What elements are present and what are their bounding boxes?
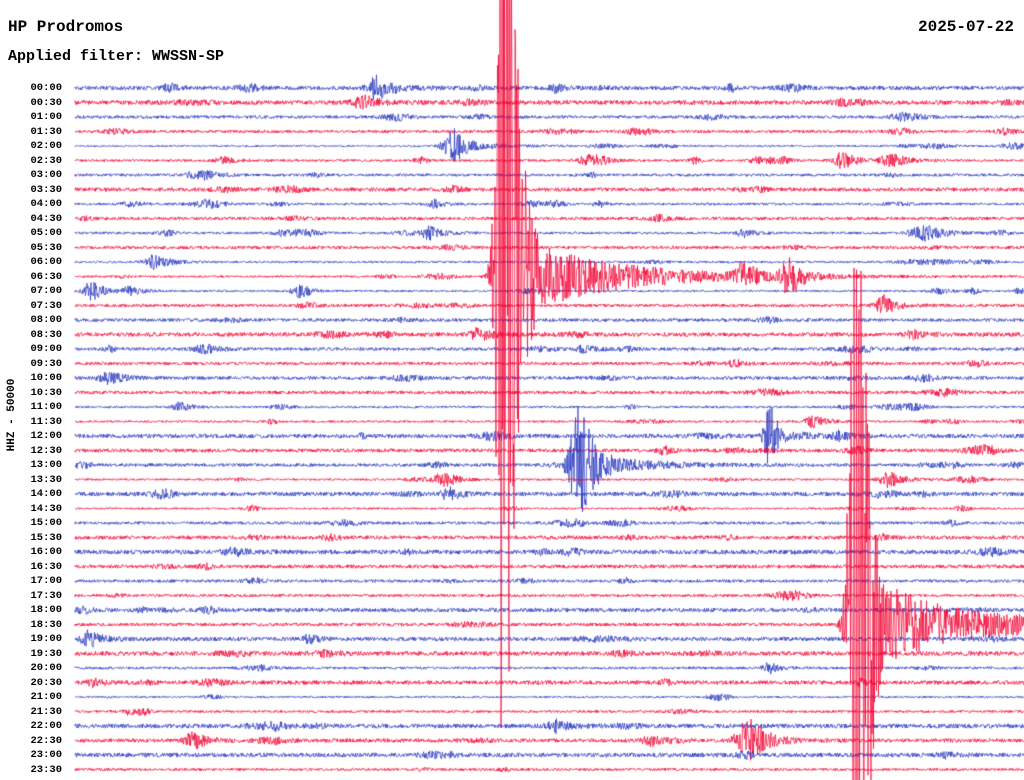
time-label: 06:30: [30, 270, 62, 283]
time-label: 01:30: [30, 125, 62, 138]
time-label: 09:30: [30, 357, 62, 370]
time-label: 09:00: [30, 343, 62, 355]
time-label: 00:30: [30, 96, 62, 109]
time-label: 02:00: [30, 140, 62, 152]
time-label: 20:00: [30, 662, 62, 674]
time-label: 19:00: [30, 633, 62, 645]
time-label: 11:30: [30, 415, 62, 428]
time-label: 23:00: [30, 749, 62, 761]
time-label: 07:00: [30, 285, 62, 297]
time-axis: 00:00 00:30 01:00 01:30 02:00 02:30 03:00 03:30…: [0, 0, 64, 780]
time-label: 01:00: [30, 111, 62, 123]
time-label: 12:00: [30, 430, 62, 442]
time-label: 00:00: [30, 82, 62, 94]
time-label: 22:00: [30, 720, 62, 732]
time-label: 08:00: [30, 314, 62, 326]
station-title: HP Prodromos: [8, 18, 124, 36]
time-label: 21:00: [30, 691, 62, 703]
time-label: 16:00: [30, 546, 62, 558]
time-label: 07:30: [30, 299, 62, 312]
time-label: 14:30: [30, 502, 62, 515]
time-label: 10:00: [30, 372, 62, 384]
time-label: 15:30: [30, 531, 62, 544]
time-label: 04:00: [30, 198, 62, 210]
time-label: 18:30: [30, 618, 62, 631]
time-label: 06:00: [30, 256, 62, 268]
time-label: 20:30: [30, 676, 62, 689]
record-date: 2025-07-22: [917, 18, 1014, 36]
time-label: 05:30: [30, 241, 62, 254]
time-label: 11:00: [30, 401, 62, 413]
time-label: 13:00: [30, 459, 62, 471]
time-label: 13:30: [30, 473, 62, 486]
time-label: 05:00: [30, 227, 62, 239]
time-label: 17:00: [30, 575, 62, 587]
time-label: 22:30: [30, 734, 62, 747]
time-label: 17:30: [30, 589, 62, 602]
time-label: 19:30: [30, 647, 62, 660]
time-label: 04:30: [30, 212, 62, 225]
time-label: 18:00: [30, 604, 62, 616]
filter-label: Applied filter: WWSSN-SP: [8, 48, 225, 65]
time-label: 16:30: [30, 560, 62, 573]
time-label: 03:00: [30, 169, 62, 181]
time-label: 14:00: [30, 488, 62, 500]
time-label: 15:00: [30, 517, 62, 529]
time-label: 23:30: [30, 763, 62, 776]
time-label: 21:30: [30, 705, 62, 718]
time-label: 08:30: [30, 328, 62, 341]
time-label: 10:30: [30, 386, 62, 399]
time-label: 03:30: [30, 183, 62, 196]
time-label: 12:30: [30, 444, 62, 457]
time-label: 02:30: [30, 154, 62, 167]
